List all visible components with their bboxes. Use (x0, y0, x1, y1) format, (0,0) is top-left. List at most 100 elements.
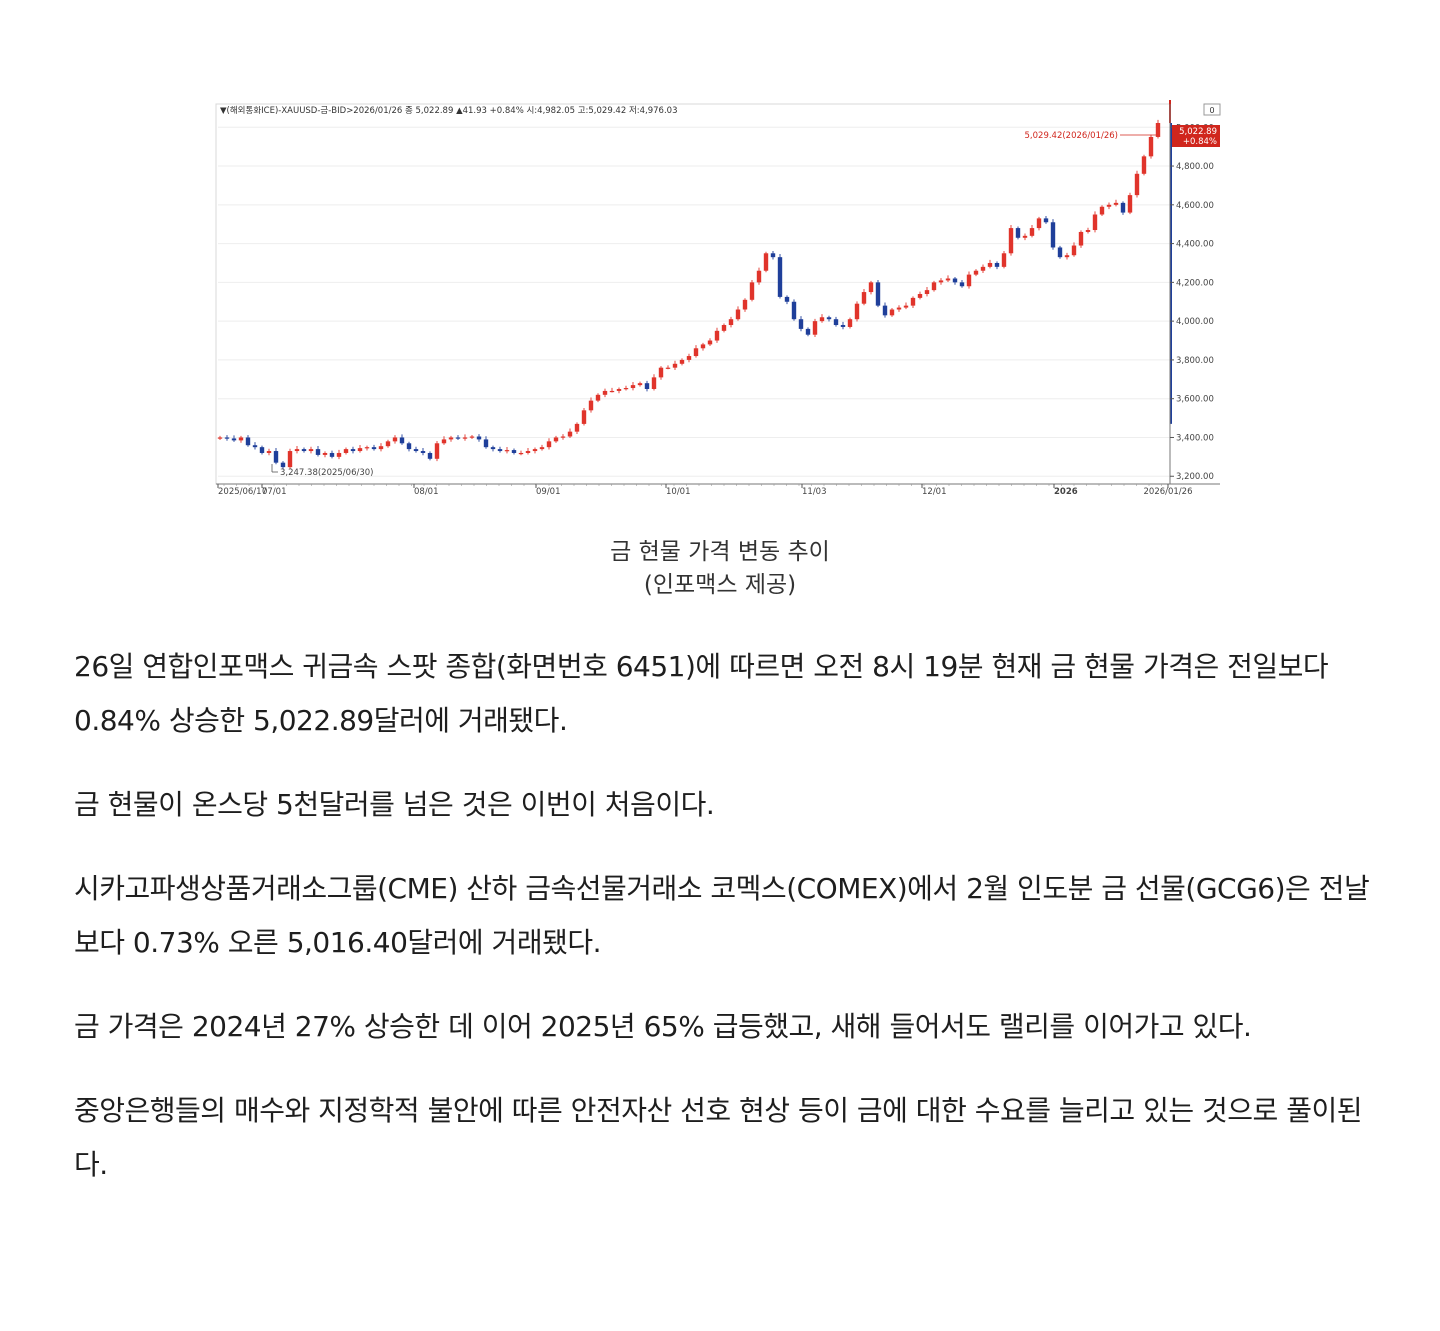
candle-body (602, 390, 608, 395)
candle-body (497, 449, 503, 452)
candle-body (399, 437, 405, 444)
candle-body (826, 317, 832, 320)
candle-body (1085, 230, 1091, 232)
candle-body (756, 270, 762, 283)
candle-body (658, 367, 664, 378)
current-price-badge (1172, 125, 1220, 147)
candle-body (679, 359, 685, 364)
y-tick-label: 3,600.00 (1176, 395, 1214, 405)
candle-body (1134, 173, 1140, 196)
gold-price-chart: 5,000.004,800.004,600.004,400.004,200.00… (214, 100, 1224, 500)
candle-body (861, 292, 867, 304)
article-paragraph: 금 가격은 2024년 27% 상승한 데 이어 2025년 65% 급등했고,… (74, 1010, 1252, 1043)
chart-corner-button[interactable] (1203, 103, 1221, 116)
candle-body (1155, 123, 1161, 137)
candle-body (609, 390, 615, 393)
candle-body (791, 301, 797, 320)
candle-body (1043, 218, 1049, 223)
x-tick-label: 11/03 (802, 487, 827, 497)
candle-body (686, 356, 692, 360)
candle-body (763, 253, 769, 271)
candle-body (805, 328, 811, 335)
candle-body (1106, 204, 1112, 207)
article-paragraph: 26일 연합인포맥스 귀금속 스팟 종합(화면번호 6451)에 따르면 오전 … (74, 650, 1329, 737)
candle-body (889, 309, 895, 316)
candle-body (350, 449, 356, 452)
candle-body (476, 436, 482, 440)
candle-body (875, 282, 881, 306)
candle-body (448, 437, 454, 440)
candle-body (581, 410, 587, 424)
candle-body (644, 383, 650, 389)
candle-body (336, 452, 342, 457)
candle-body (469, 436, 475, 438)
x-tick-label: 09/01 (536, 487, 561, 497)
candle-body (1022, 235, 1028, 238)
candle-body (588, 400, 594, 411)
candle-body (595, 394, 601, 401)
candle-body (707, 340, 713, 345)
x-tick-label: 12/01 (922, 487, 947, 497)
candle-body (301, 449, 307, 452)
chart-caption: 금 현물 가격 변동 추이 (인포맥스 제공) (0, 536, 1440, 602)
candle-body (903, 305, 909, 308)
candle-body (672, 363, 678, 368)
candle-body (917, 294, 923, 298)
candle-body (616, 389, 622, 391)
candle-body (952, 278, 958, 283)
candle-body (847, 319, 853, 327)
x-tick-label: 2026 (1054, 487, 1078, 497)
y-tick-label: 4,400.00 (1176, 240, 1214, 250)
candle-body (896, 307, 902, 310)
candle-body (1015, 228, 1021, 238)
candle-body (1078, 231, 1084, 246)
candle-body (287, 451, 293, 468)
candle-body (546, 441, 552, 448)
candle-body (1113, 202, 1119, 205)
candle-body (343, 449, 349, 453)
candle-body (868, 282, 874, 293)
candle-body (364, 447, 370, 449)
candle-body (819, 317, 825, 322)
candle-body (406, 443, 412, 450)
article-paragraph: 중앙은행들의 매수와 지정학적 불안에 따른 안전자산 선호 현상 등이 금에 … (74, 1094, 1362, 1181)
candle-body (1099, 206, 1105, 215)
candle-body (966, 274, 972, 287)
candle-body (924, 290, 930, 294)
y-tick-label: 4,000.00 (1176, 317, 1214, 327)
candle-body (637, 383, 643, 386)
x-tick-label: 2025/06/17 (218, 487, 267, 497)
candle-body (973, 270, 979, 275)
candle-body (770, 253, 776, 258)
candle-body (280, 462, 286, 468)
candle-body (315, 449, 321, 455)
candle-body (532, 449, 538, 452)
x-tick-label: 2026/01/26 (1144, 487, 1193, 497)
high-annotation: 5,029.42(2026/01/26) (1025, 131, 1118, 141)
candle-body (812, 321, 818, 335)
candle-body (798, 319, 804, 329)
y-tick-label: 4,200.00 (1176, 278, 1214, 288)
chart-corner-label: 0 (1209, 106, 1214, 115)
candle-body (294, 449, 300, 452)
candle-body (1120, 202, 1126, 213)
candle-body (413, 449, 419, 452)
y-tick-label: 4,600.00 (1176, 201, 1214, 211)
candle-body (833, 319, 839, 326)
candle-body (1029, 228, 1035, 236)
candle-body (840, 325, 846, 327)
candle-body (777, 257, 783, 297)
candle-body (1057, 247, 1063, 258)
candle-body (1001, 253, 1007, 267)
candle-body (1008, 228, 1014, 254)
candle-body (882, 305, 888, 316)
candle-body (392, 437, 398, 442)
candle-body (441, 439, 447, 444)
candle-body (1064, 255, 1070, 258)
candle-body (490, 447, 496, 450)
candle-body (1148, 136, 1154, 157)
candle-body (700, 344, 706, 349)
article-body: 26일 연합인포맥스 귀금속 스팟 종합(화면번호 6451)에 따르면 오전 … (74, 640, 1374, 1222)
candle-body (553, 437, 559, 442)
y-tick-label: 3,800.00 (1176, 356, 1214, 366)
